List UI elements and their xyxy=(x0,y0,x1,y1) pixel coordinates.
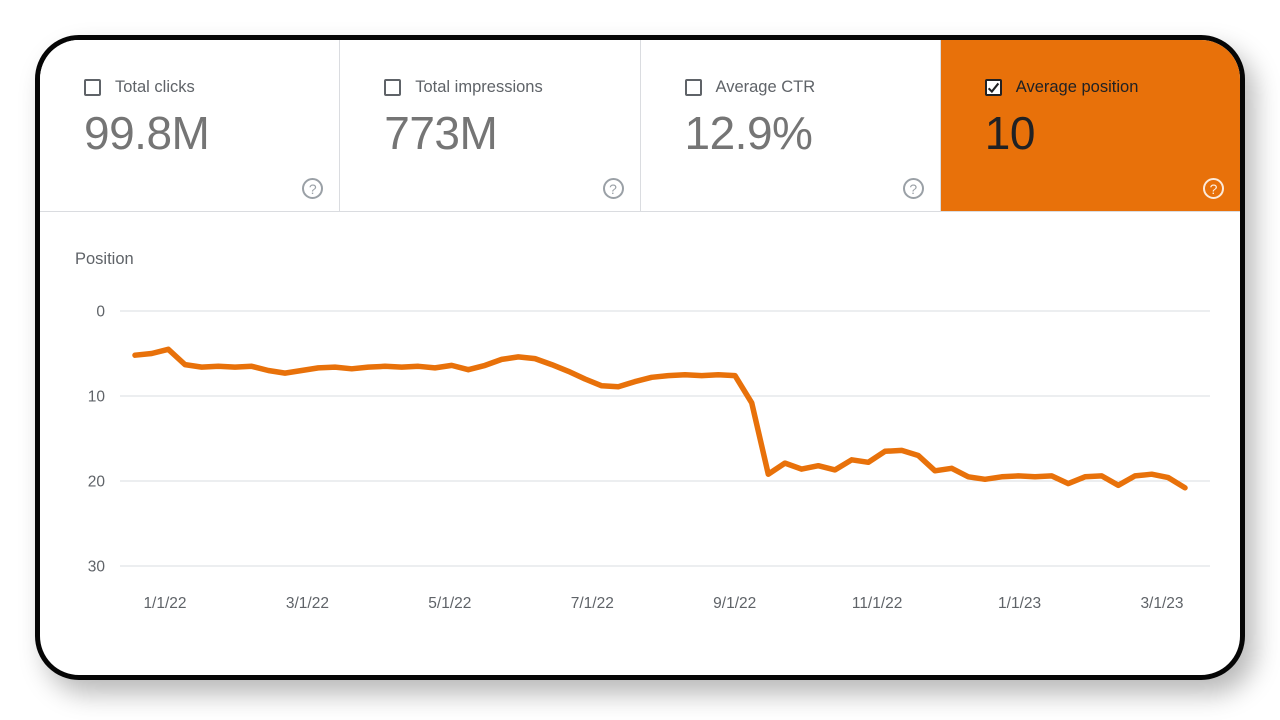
metric-label: Average CTR xyxy=(715,78,816,96)
metric-card-average-ctr[interactable]: Average CTR 12.9% ? xyxy=(640,40,941,211)
svg-text:10: 10 xyxy=(88,389,106,406)
metric-cards-row: Total clicks 99.8M ? Total impressions 7… xyxy=(40,40,1240,212)
svg-text:7/1/22: 7/1/22 xyxy=(571,595,614,612)
svg-text:11/1/22: 11/1/22 xyxy=(852,595,903,612)
svg-text:0: 0 xyxy=(96,304,105,321)
average-position-checkbox[interactable] xyxy=(984,79,1002,96)
metric-label-row: Average position xyxy=(984,78,1220,97)
help-icon[interactable]: ? xyxy=(902,178,924,199)
svg-text:1/1/22: 1/1/22 xyxy=(143,595,186,612)
metric-value: 99.8M xyxy=(84,107,210,159)
metric-value: 773M xyxy=(384,107,498,159)
metric-label: Total impressions xyxy=(415,78,543,96)
total-impressions-checkbox[interactable] xyxy=(384,79,402,96)
gridlines xyxy=(120,310,1210,567)
y-axis-labels: 0 10 20 30 xyxy=(88,304,106,576)
help-icon[interactable]: ? xyxy=(602,178,624,199)
position-line xyxy=(132,346,1188,491)
help-icon[interactable]: ? xyxy=(302,178,324,199)
metric-label-row: Total clicks xyxy=(84,78,319,97)
metric-value: 12.9% xyxy=(684,107,813,159)
help-icon[interactable]: ? xyxy=(1203,178,1224,199)
metric-label: Average position xyxy=(1015,78,1139,96)
svg-text:5/1/22: 5/1/22 xyxy=(428,595,471,612)
chart-title: Position xyxy=(75,250,134,268)
svg-text:3/1/22: 3/1/22 xyxy=(286,595,329,612)
metric-label-row: Average CTR xyxy=(684,78,920,97)
svg-text:3/1/23: 3/1/23 xyxy=(1140,595,1183,612)
position-chart: Position 0 10 20 30 1/1/22 3/1/22 5/1/22 7/1/2… xyxy=(75,250,1210,612)
average-ctr-checkbox[interactable] xyxy=(684,79,702,96)
metric-label-row: Total impressions xyxy=(384,78,619,97)
svg-text:9/1/22: 9/1/22 xyxy=(713,595,756,612)
metric-card-average-position[interactable]: Average position 10 ? xyxy=(940,40,1240,211)
metric-card-total-clicks[interactable]: Total clicks 99.8M ? xyxy=(40,40,341,211)
x-axis-labels: 1/1/22 3/1/22 5/1/22 7/1/22 9/1/22 11/1/22 1/1… xyxy=(143,595,1183,612)
check-icon xyxy=(987,82,999,94)
performance-panel: Total clicks 99.8M ? Total impressions 7… xyxy=(35,35,1245,680)
svg-text:30: 30 xyxy=(88,559,106,576)
total-clicks-checkbox[interactable] xyxy=(84,79,101,96)
metric-label: Total clicks xyxy=(115,78,195,96)
svg-text:1/1/23: 1/1/23 xyxy=(998,595,1041,612)
metric-value: 10 xyxy=(984,107,1036,159)
svg-text:20: 20 xyxy=(88,474,106,491)
position-chart-section: Position 0 10 20 30 1/1/22 3/1/22 5/1/22 7/1/2… xyxy=(40,212,1240,674)
metric-card-total-impressions[interactable]: Total impressions 773M ? xyxy=(340,40,641,211)
